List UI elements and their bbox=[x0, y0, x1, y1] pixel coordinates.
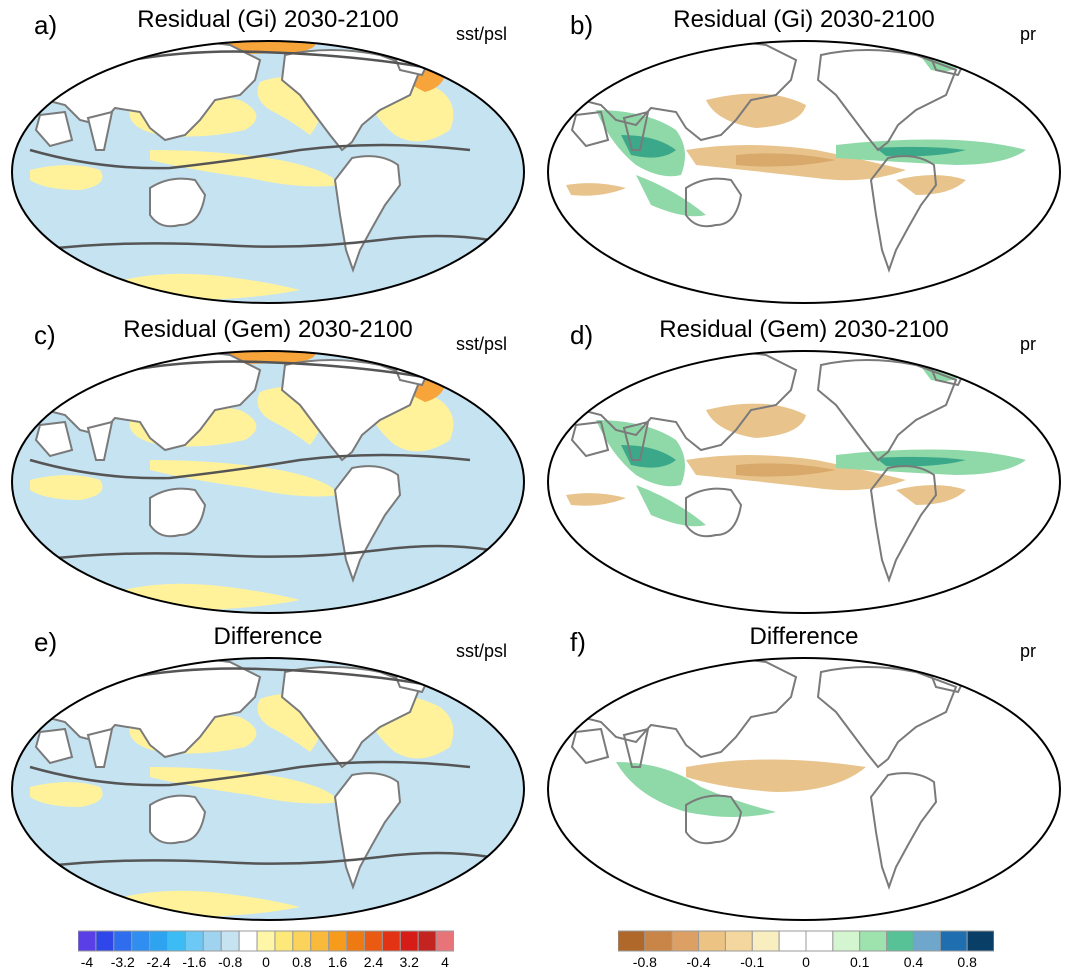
panel-a: a) Residual (Gi) 2030-2100 sst/psl bbox=[0, 0, 536, 318]
colorbar-tick-label: -2.4 bbox=[147, 954, 171, 970]
sst-map bbox=[0, 617, 536, 935]
colorbar-swatch bbox=[150, 931, 168, 951]
colorbar-swatch bbox=[293, 931, 311, 951]
panel-b: b) Residual (Gi) 2030-2100 pr bbox=[536, 0, 1072, 318]
colorbar-tick-label: 2.4 bbox=[364, 954, 383, 970]
panel-d: d) Residual (Gem) 2030-2100 pr bbox=[536, 310, 1072, 628]
sst-colorbar-swatches bbox=[78, 930, 454, 952]
colorbar-swatch bbox=[940, 931, 967, 951]
colorbar-tick-label: 0.1 bbox=[850, 954, 869, 970]
colorbar-swatch bbox=[132, 931, 150, 951]
panel-f: f) Difference pr bbox=[536, 617, 1072, 935]
colorbar-swatch bbox=[114, 931, 132, 951]
colorbar-swatch bbox=[257, 931, 275, 951]
colorbar-tick-label: -1.6 bbox=[182, 954, 206, 970]
colorbar-swatch bbox=[833, 931, 860, 951]
colorbar-swatch bbox=[400, 931, 418, 951]
colorbar-swatch bbox=[418, 931, 436, 951]
panel-e: e) Difference sst/psl bbox=[0, 617, 536, 935]
pr-colorbar-labels: -0.8 -0.4 -0.1 0 0.1 0.4 0.8 bbox=[618, 954, 994, 974]
map-layers bbox=[0, 310, 536, 628]
colorbar-tick-label: -4 bbox=[81, 954, 93, 970]
colorbar-swatch bbox=[752, 931, 779, 951]
colorbar-tick-label: 0.8 bbox=[957, 954, 976, 970]
colorbar-swatch bbox=[239, 931, 257, 951]
colorbar-swatch bbox=[275, 931, 293, 951]
colorbar-swatch bbox=[645, 931, 672, 951]
colorbar-swatch bbox=[185, 931, 203, 951]
colorbar-swatch bbox=[618, 931, 645, 951]
colorbar-swatch bbox=[887, 931, 914, 951]
colorbar-swatch bbox=[860, 931, 887, 951]
sst-map bbox=[0, 310, 536, 628]
map-layers bbox=[536, 310, 1072, 628]
colorbar-tick-label: 0 bbox=[802, 954, 810, 970]
colorbar-swatch bbox=[436, 931, 454, 951]
colorbar-tick-label: 0.8 bbox=[292, 954, 311, 970]
colorbar-swatch bbox=[364, 931, 382, 951]
colorbar-swatch bbox=[347, 931, 365, 951]
colorbar-swatch bbox=[96, 931, 114, 951]
map-layers bbox=[536, 617, 1072, 935]
colorbar-tick-label: -0.8 bbox=[633, 954, 657, 970]
pr-map bbox=[536, 617, 1072, 935]
colorbar-swatch bbox=[78, 931, 96, 951]
colorbar-swatch bbox=[967, 931, 994, 951]
colorbar-swatch bbox=[203, 931, 221, 951]
colorbar-swatch bbox=[725, 931, 752, 951]
map-layers bbox=[0, 617, 536, 935]
colorbar-tick-label: 0.4 bbox=[904, 954, 923, 970]
map-layers bbox=[536, 0, 1072, 318]
pr-map bbox=[536, 0, 1072, 318]
pr-colorbar-swatches bbox=[618, 930, 994, 952]
colorbar-tick-label: -0.8 bbox=[218, 954, 242, 970]
colorbar-tick-label: -0.4 bbox=[687, 954, 711, 970]
colorbar-swatch bbox=[779, 931, 806, 951]
colorbar-tick-label: -0.1 bbox=[740, 954, 764, 970]
colorbar-swatch bbox=[311, 931, 329, 951]
colorbar-tick-label: -3.2 bbox=[111, 954, 135, 970]
colorbar-swatch bbox=[382, 931, 400, 951]
colorbar-tick-label: 1.6 bbox=[328, 954, 347, 970]
sst-colorbar-labels: -4 -3.2 -2.4 -1.6 -0.8 0 0.8 1.6 2.4 3.2 4 bbox=[78, 954, 454, 974]
colorbar-swatch bbox=[699, 931, 726, 951]
colorbar-tick-label: 4 bbox=[441, 954, 449, 970]
colorbar-swatch bbox=[672, 931, 699, 951]
colorbar-swatch bbox=[168, 931, 186, 951]
pr-colorbar: -0.8 -0.4 -0.1 0 0.1 0.4 0.8 bbox=[618, 930, 994, 976]
map-layers bbox=[0, 0, 536, 318]
colorbar-swatch bbox=[913, 931, 940, 951]
sst-colorbar: -4 -3.2 -2.4 -1.6 -0.8 0 0.8 1.6 2.4 3.2 4 bbox=[78, 930, 454, 976]
pr-map bbox=[536, 310, 1072, 628]
colorbar-swatch bbox=[329, 931, 347, 951]
panel-c: c) Residual (Gem) 2030-2100 sst/psl bbox=[0, 310, 536, 628]
colorbar-tick-label: 3.2 bbox=[400, 954, 419, 970]
colorbar-tick-label: 0 bbox=[262, 954, 270, 970]
colorbar-swatch bbox=[806, 931, 833, 951]
colorbar-swatch bbox=[221, 931, 239, 951]
sst-map bbox=[0, 0, 536, 318]
